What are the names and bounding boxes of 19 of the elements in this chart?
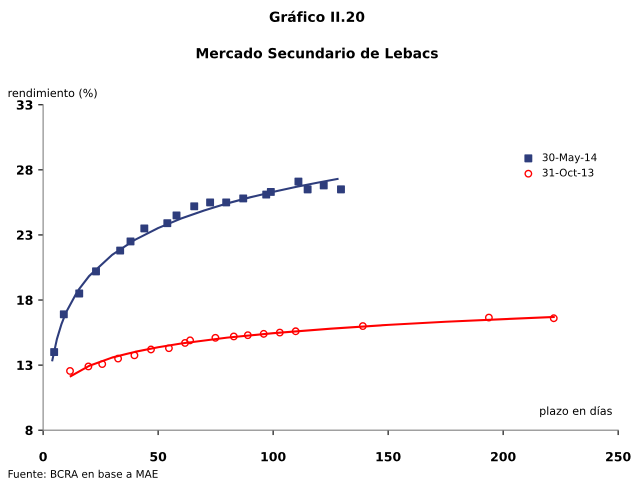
y-tick-label: 18 (17, 295, 33, 305)
y-axis-title: rendimiento (%) (8, 88, 97, 98)
x-tick-label: 0 (39, 452, 47, 462)
x-tick-label: 50 (150, 452, 166, 462)
y-tick-label: 8 (25, 426, 33, 436)
source-note: Fuente: BCRA en base a MAE (8, 470, 158, 478)
legend-label: 30-May-14 (542, 153, 597, 164)
chart-title: Gráfico II.20 (270, 10, 364, 22)
x-tick-label: 200 (491, 452, 516, 462)
x-tick-label: 250 (606, 452, 631, 462)
chart-subtitle: Mercado Secundario de Lebacs (196, 48, 438, 58)
y-tick-label: 23 (16, 230, 32, 240)
x-tick-label: 100 (261, 452, 286, 462)
y-tick-label: 13 (17, 360, 32, 370)
y-tick-label: 33 (16, 100, 32, 110)
y-tick-label: 28 (16, 165, 33, 175)
legend-label: 31-Oct-13 (542, 168, 594, 177)
x-axis-title: plazo en días (540, 406, 612, 418)
x-tick-label: 150 (376, 452, 401, 462)
